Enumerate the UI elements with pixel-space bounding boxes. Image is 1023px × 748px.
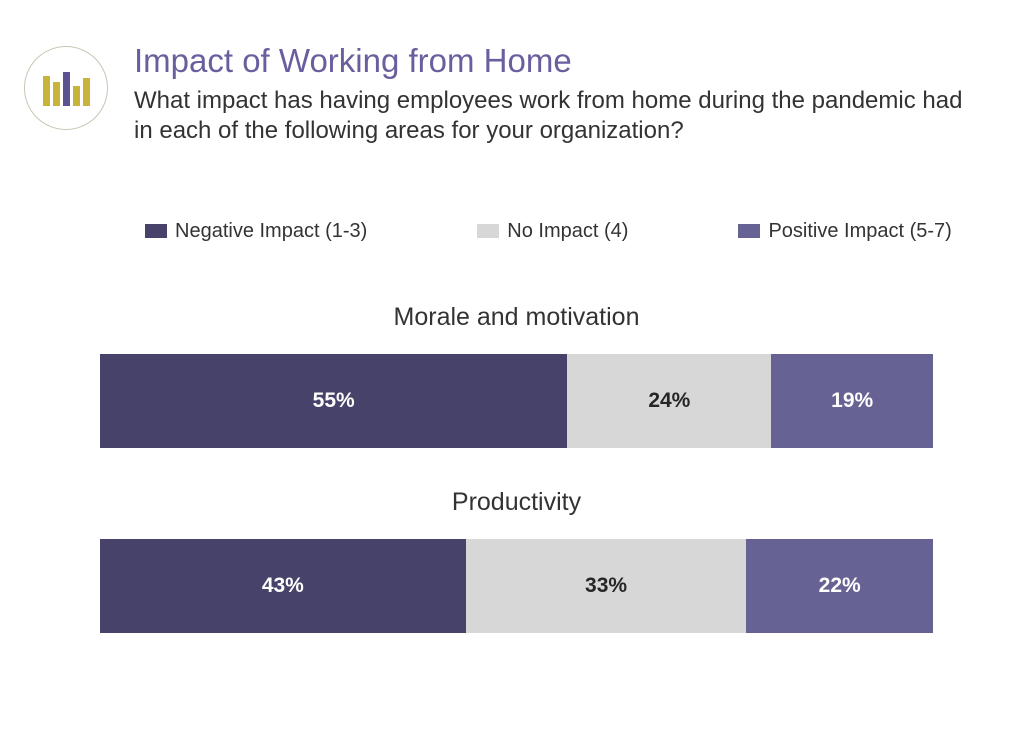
legend: Negative Impact (1-3) No Impact (4) Posi… xyxy=(145,220,1023,243)
bar-value-label: 43% xyxy=(262,574,304,598)
legend-label: Positive Impact (5-7) xyxy=(768,220,951,243)
bar-value-label: 19% xyxy=(831,389,873,413)
group-title: Productivity xyxy=(100,488,933,517)
legend-swatch xyxy=(738,224,760,238)
page-title: Impact of Working from Home xyxy=(134,42,974,80)
bar-segment-positive: 19% xyxy=(771,354,933,448)
legend-label: No Impact (4) xyxy=(507,220,628,243)
bar-value-label: 22% xyxy=(819,574,861,598)
legend-swatch xyxy=(145,224,167,238)
bar-value-label: 55% xyxy=(313,389,355,413)
chart-icon-circle xyxy=(24,46,108,130)
bar-segment-negative: 55% xyxy=(100,354,567,448)
bar-segment-noimpact: 24% xyxy=(567,354,771,448)
legend-item-negative: Negative Impact (1-3) xyxy=(145,220,367,243)
bar-segment-noimpact: 33% xyxy=(466,539,747,633)
chart-group-morale: Morale and motivation 55% 24% 19% xyxy=(100,303,933,448)
bar-segment-negative: 43% xyxy=(100,539,466,633)
page: Impact of Working from Home What impact … xyxy=(0,0,1023,748)
legend-item-positive: Positive Impact (5-7) xyxy=(738,220,951,243)
stacked-bar: 43% 33% 22% xyxy=(100,539,933,633)
bar-value-label: 24% xyxy=(648,389,690,413)
stacked-bar: 55% 24% 19% xyxy=(100,354,933,448)
legend-swatch xyxy=(477,224,499,238)
header: Impact of Working from Home What impact … xyxy=(0,42,1023,146)
page-subtitle: What impact has having employees work fr… xyxy=(134,86,974,146)
group-title: Morale and motivation xyxy=(100,303,933,332)
legend-label: Negative Impact (1-3) xyxy=(175,220,367,243)
bar-chart-icon xyxy=(41,68,91,108)
legend-item-noimpact: No Impact (4) xyxy=(477,220,628,243)
title-block: Impact of Working from Home What impact … xyxy=(134,42,974,146)
chart-area: Morale and motivation 55% 24% 19% Produc… xyxy=(0,303,1023,633)
chart-group-productivity: Productivity 43% 33% 22% xyxy=(100,488,933,633)
bar-segment-positive: 22% xyxy=(746,539,933,633)
bar-value-label: 33% xyxy=(585,574,627,598)
